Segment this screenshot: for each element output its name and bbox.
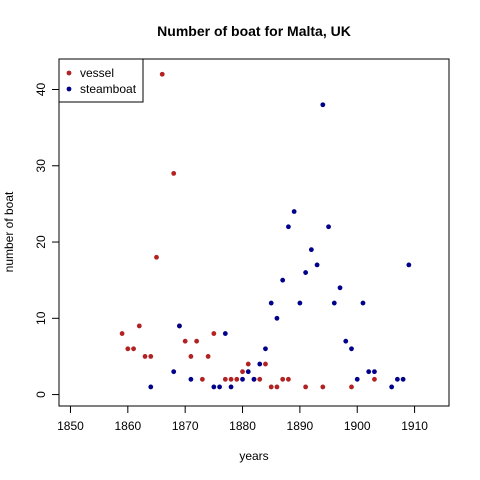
vessel-point-1891 — [303, 384, 309, 390]
vessel-point-1903 — [372, 376, 377, 382]
steamboat-point-1887 — [280, 277, 286, 283]
steamboat-point-1871 — [188, 376, 194, 382]
vessel-point-1894 — [320, 384, 326, 390]
steamboat-point-1875 — [211, 384, 217, 390]
vessel-point-1868 — [171, 170, 177, 176]
vessel-point-1862 — [136, 323, 142, 329]
chart-title: Number of boat for Malta, UK — [157, 23, 351, 39]
y-tick-label-0: 0 — [34, 391, 48, 398]
y-tick-label-40: 40 — [34, 83, 48, 97]
steamboat-point-1864 — [148, 384, 154, 390]
x-tick-label-1900: 1900 — [344, 419, 371, 433]
vessel-point-1880 — [240, 369, 245, 375]
y-tick-label-30: 30 — [34, 159, 48, 173]
vessel-point-1883 — [257, 376, 263, 382]
legend-box — [58, 58, 144, 103]
steamboat-point-1886 — [274, 315, 280, 321]
x-tick-label-1870: 1870 — [172, 419, 199, 433]
steamboat-point-1899 — [349, 346, 354, 352]
steamboat-point-1889 — [291, 209, 297, 214]
vessel-point-1863 — [142, 354, 148, 359]
steamboat-point-1896 — [331, 300, 337, 306]
vessel-point-1860 — [125, 346, 131, 352]
vessel-point-1885 — [268, 384, 274, 390]
steamboat-point-1876 — [217, 384, 222, 390]
steamboat-point-1897 — [337, 285, 343, 291]
y-tick-label-10: 10 — [34, 311, 48, 325]
steamboat-point-1890 — [297, 300, 303, 306]
steamboat-point-1901 — [360, 300, 366, 306]
vessel-point-1866 — [159, 71, 165, 77]
steamboat-point-1898 — [343, 338, 349, 344]
steamboat-point-1908 — [400, 376, 406, 382]
x-axis: 1850 1860 1870 1880 1890 1900 1910 — [57, 406, 428, 433]
data-points — [119, 71, 412, 390]
legend-marker-vessel — [66, 70, 72, 76]
vessel-point-1872 — [194, 338, 200, 344]
y-axis-label: number of boat — [2, 191, 16, 272]
legend: vessel steamboat — [58, 58, 144, 103]
vessel-point-1871 — [188, 354, 194, 359]
steamboat-point-1881 — [245, 369, 251, 375]
steamboat-point-1884 — [263, 346, 268, 352]
vessel-point-1877 — [222, 376, 228, 382]
steamboat-point-1895 — [326, 224, 331, 230]
vessel-point-1870 — [182, 338, 188, 344]
steamboat-point-1882 — [251, 376, 257, 382]
vessel-point-1899 — [349, 384, 354, 390]
vessel-point-1887 — [280, 376, 286, 382]
steamboat-point-1868 — [171, 369, 177, 375]
vessel-point-1873 — [199, 376, 205, 382]
vessel-point-1888 — [286, 376, 291, 382]
steamboat-point-1888 — [286, 224, 291, 230]
steamboat-point-1902 — [366, 369, 372, 375]
x-tick-label-1890: 1890 — [287, 419, 314, 433]
steamboat-point-1891 — [303, 270, 309, 275]
steamboat-point-1903 — [372, 369, 377, 375]
legend-label-steamboat: steamboat — [80, 82, 137, 96]
vessel-point-1861 — [131, 346, 136, 352]
x-tick-label-1910: 1910 — [401, 419, 428, 433]
steamboat-point-1883 — [257, 361, 263, 367]
y-tick-label-20: 20 — [34, 235, 48, 249]
x-tick-label-1880: 1880 — [229, 419, 256, 433]
legend-label-vessel: vessel — [80, 66, 114, 80]
vessel-point-1864 — [148, 354, 154, 359]
steamboat-point-1909 — [406, 262, 412, 268]
vessel-point-1878 — [228, 376, 234, 382]
steamboat-point-1906 — [389, 384, 395, 390]
vessel-point-1865 — [154, 254, 159, 260]
steamboat-point-1900 — [354, 376, 360, 382]
vessel-point-1874 — [205, 354, 211, 359]
steamboat-point-1869 — [177, 323, 182, 329]
vessel-point-1879 — [234, 376, 240, 382]
vessel-point-1859 — [119, 331, 125, 336]
y-axis: 0 10 20 30 40 — [34, 83, 59, 398]
legend-marker-steamboat — [66, 86, 72, 92]
x-tick-label-1860: 1860 — [114, 419, 141, 433]
vessel-point-1881 — [245, 361, 251, 367]
x-axis-label: years — [239, 449, 268, 463]
steamboat-point-1880 — [240, 376, 245, 382]
steamboat-point-1885 — [268, 300, 274, 306]
vessel-point-1875 — [211, 331, 217, 336]
plot-area-frame — [58, 58, 450, 407]
steamboat-point-1878 — [228, 384, 234, 390]
steamboat-point-1877 — [222, 331, 228, 336]
x-tick-label-1850: 1850 — [57, 419, 84, 433]
steamboat-point-1892 — [308, 247, 314, 253]
vessel-point-1884 — [263, 361, 268, 367]
steamboat-point-1893 — [314, 262, 320, 268]
steamboat-point-1907 — [394, 376, 400, 382]
vessel-point-1886 — [274, 384, 280, 390]
steamboat-point-1894 — [320, 102, 326, 108]
